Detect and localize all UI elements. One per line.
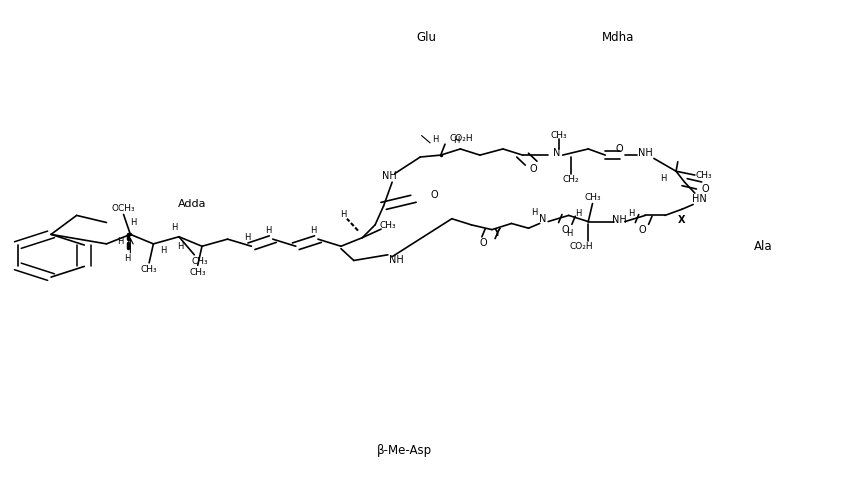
Text: Adda: Adda xyxy=(177,199,206,209)
Text: NH: NH xyxy=(389,256,404,266)
Text: H: H xyxy=(660,174,666,183)
Text: H: H xyxy=(244,233,251,242)
Text: Glu: Glu xyxy=(416,31,437,44)
Text: CO₂H: CO₂H xyxy=(570,242,593,251)
Text: H: H xyxy=(171,223,178,232)
Text: H: H xyxy=(130,218,136,227)
Text: CH₃: CH₃ xyxy=(585,193,601,202)
Text: O: O xyxy=(616,144,623,154)
Text: H: H xyxy=(567,229,573,238)
Text: H: H xyxy=(340,211,347,219)
Text: HN: HN xyxy=(691,194,707,204)
Text: CH₂: CH₂ xyxy=(563,175,579,185)
Text: H: H xyxy=(177,242,184,251)
Text: O: O xyxy=(480,238,487,248)
Text: NH: NH xyxy=(612,215,627,225)
Text: H: H xyxy=(125,254,131,263)
Text: NH: NH xyxy=(638,148,653,158)
Text: N: N xyxy=(553,148,561,158)
Text: CH₃: CH₃ xyxy=(380,221,396,230)
Text: Y: Y xyxy=(493,228,500,238)
Text: H: H xyxy=(265,226,272,235)
Text: OCH₃: OCH₃ xyxy=(112,204,135,213)
Text: O: O xyxy=(701,184,709,194)
Text: N: N xyxy=(539,213,547,224)
Text: H: H xyxy=(311,226,317,235)
Text: O: O xyxy=(638,225,646,235)
Text: CH₃: CH₃ xyxy=(141,266,158,274)
Text: O: O xyxy=(529,164,536,174)
Text: H: H xyxy=(117,237,123,246)
Text: β-Me-Asp: β-Me-Asp xyxy=(377,444,432,457)
Text: Ala: Ala xyxy=(753,240,772,253)
Text: H: H xyxy=(575,209,581,217)
Text: Mdha: Mdha xyxy=(602,31,635,44)
Text: X: X xyxy=(678,215,686,225)
Text: O: O xyxy=(561,225,569,235)
Text: H: H xyxy=(629,209,635,217)
Text: CH₃: CH₃ xyxy=(695,171,712,181)
Text: NH: NH xyxy=(382,171,397,181)
Text: CH₃: CH₃ xyxy=(189,268,206,277)
Text: CH₃: CH₃ xyxy=(551,131,567,140)
Text: O: O xyxy=(431,190,438,200)
Text: CO₂H: CO₂H xyxy=(449,133,473,142)
Text: H: H xyxy=(453,136,459,145)
Text: H: H xyxy=(432,135,439,144)
Text: H: H xyxy=(531,208,538,216)
Text: H: H xyxy=(160,246,167,256)
Text: CH₃: CH₃ xyxy=(191,257,208,266)
